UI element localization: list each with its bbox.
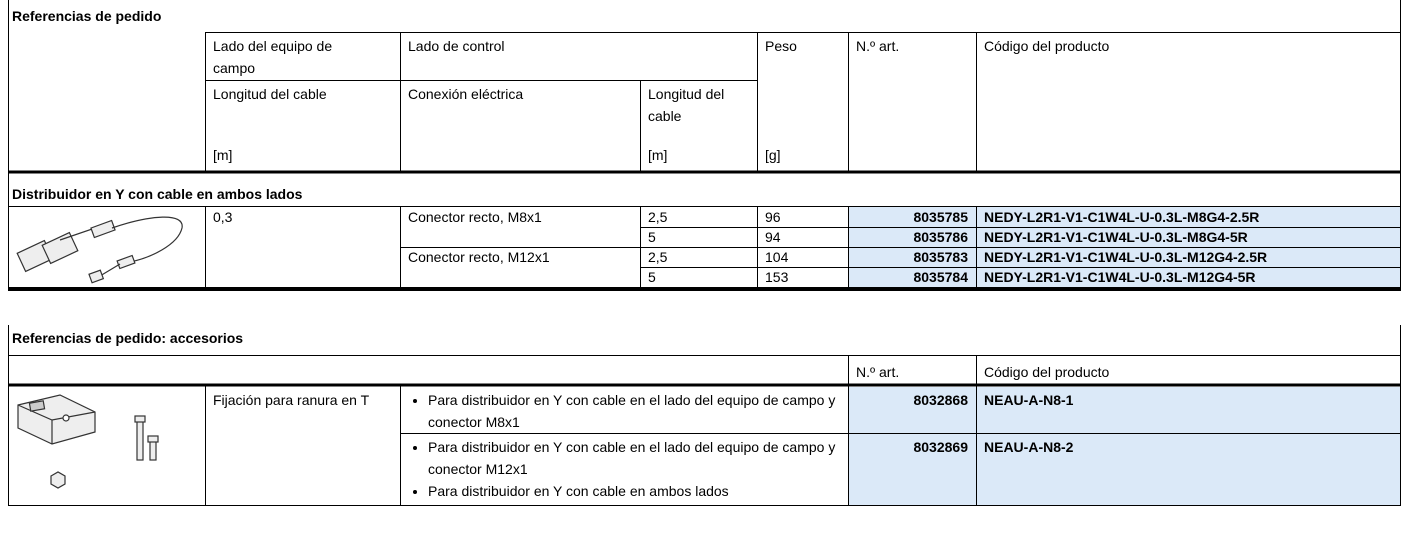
- cell: 94: [765, 229, 781, 245]
- table-title: Referencias de pedido: [12, 8, 162, 24]
- unit: [g]: [765, 147, 781, 163]
- cell: 153: [765, 269, 789, 285]
- description-list: Para distribuidor en Y con cable en el l…: [408, 389, 848, 433]
- column-header: Longitud del cable: [213, 86, 327, 102]
- cell: NEDY-L2R1-V1-C1W4L-U-0.3L-M12G4-2.5R: [984, 249, 1268, 265]
- mount-image: [17, 394, 159, 489]
- cell: Fijación para ranura en T: [213, 392, 370, 408]
- cell: NEDY-L2R1-V1-C1W4L-U-0.3L-M12G4-5R: [984, 269, 1256, 285]
- cell: 104: [765, 249, 789, 265]
- section-title: Distribuidor en Y con cable en ambos lad…: [12, 186, 303, 202]
- cell: 2,5: [648, 249, 668, 265]
- highlight: [848, 387, 1401, 505]
- column-header: Longitud del cable: [648, 86, 725, 124]
- table-title: Referencias de pedido: accesorios: [12, 330, 244, 346]
- cell: 5: [648, 229, 656, 245]
- column-header: Conexión eléctrica: [408, 86, 524, 102]
- cell: 8032869: [913, 439, 968, 455]
- column-header: N.º art.: [856, 38, 900, 54]
- column-header: N.º art.: [856, 364, 900, 380]
- description: Para distribuidor en Y con cable en el l…: [428, 389, 848, 433]
- unit: [m]: [213, 147, 233, 163]
- cell: NEDY-L2R1-V1-C1W4L-U-0.3L-M8G4-2.5R: [984, 209, 1260, 225]
- description: Para distribuidor en Y con cable en ambo…: [428, 480, 848, 502]
- cell: 5: [648, 269, 656, 285]
- cell: 96: [765, 209, 781, 225]
- cell: 2,5: [648, 209, 668, 225]
- cell: Conector recto, M8x1: [408, 209, 542, 225]
- cell: NEAU-A-N8-2: [984, 439, 1074, 455]
- cell: 8032868: [913, 392, 968, 408]
- column-header: Peso: [765, 38, 797, 54]
- description-list: Para distribuidor en Y con cable en el l…: [408, 436, 848, 502]
- cable-image: [16, 216, 183, 284]
- cell: 0,3: [213, 209, 233, 225]
- cell: 8035784: [913, 269, 968, 285]
- cell: 8035783: [913, 249, 968, 265]
- unit: [m]: [648, 147, 668, 163]
- cell: 8035785: [913, 209, 968, 225]
- cell: 8035786: [913, 229, 968, 245]
- cell: Conector recto, M12x1: [408, 249, 550, 265]
- column-header: Lado del equipo de campo: [213, 38, 333, 76]
- description: Para distribuidor en Y con cable en el l…: [428, 436, 848, 480]
- cell: NEAU-A-N8-1: [984, 392, 1074, 408]
- column-header: Lado de control: [408, 38, 505, 54]
- cell: NEDY-L2R1-V1-C1W4L-U-0.3L-M8G4-5R: [984, 229, 1248, 245]
- column-header: Código del producto: [984, 38, 1110, 54]
- column-header: Código del producto: [984, 364, 1110, 380]
